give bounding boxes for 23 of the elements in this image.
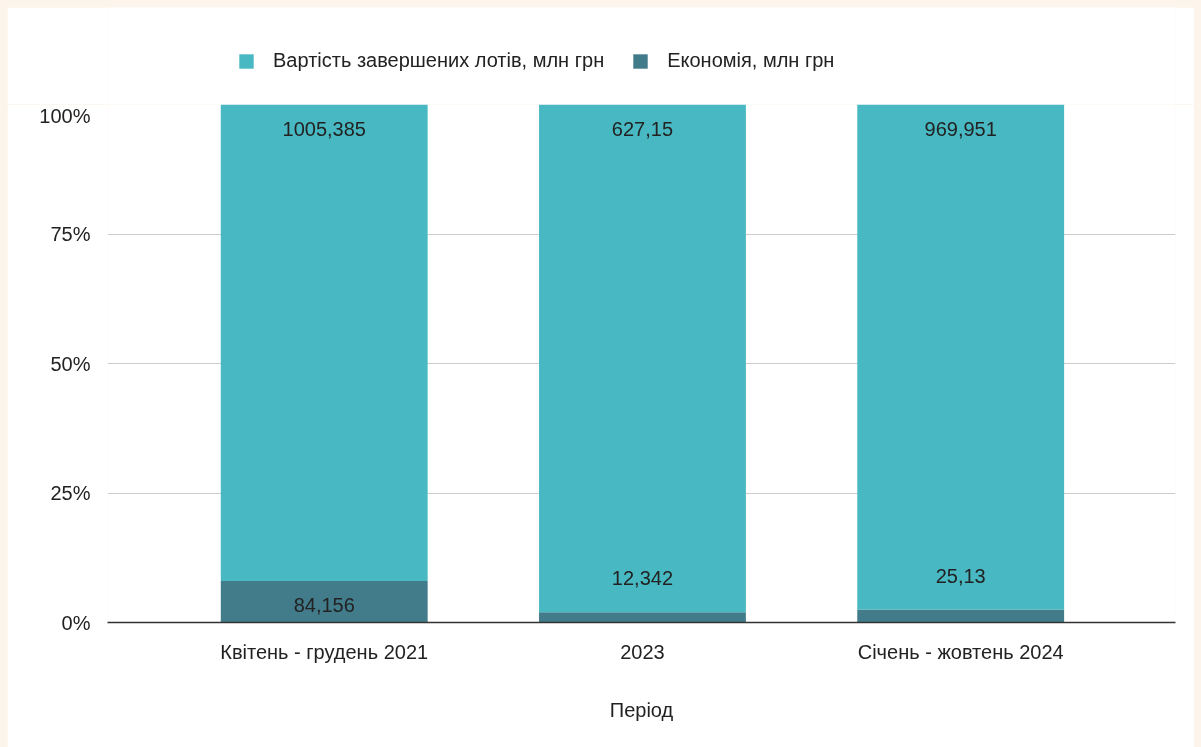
x-tick-label: Січень - жовтень 2024	[857, 640, 1064, 663]
y-tick-label: 100%	[39, 104, 91, 127]
y-tick-label: 50%	[50, 352, 91, 375]
bar	[539, 612, 746, 623]
y-tick-label: 25%	[50, 482, 91, 504]
annotation: 25,13	[935, 564, 986, 587]
annotation: 84,156	[293, 594, 355, 617]
legend-label: Вартість завершених лотів, млн грн	[273, 49, 605, 72]
legend-label: Економія, млн грн	[667, 49, 835, 72]
annotation: 1005,385	[282, 117, 366, 140]
bar	[539, 104, 746, 613]
bar	[857, 104, 1065, 610]
bar	[220, 581, 428, 623]
y-tick-label: 75%	[50, 223, 91, 245]
x-tick-label: 2023	[620, 640, 665, 663]
annotation: 12,342	[611, 567, 674, 590]
y-tick-label: 0%	[61, 611, 91, 634]
annotation: 969,951	[924, 117, 997, 140]
x-axis-title: Період	[609, 698, 674, 721]
bar	[857, 609, 1065, 623]
bar	[220, 104, 428, 582]
x-tick-label: Квітень - грудень 2021	[220, 640, 429, 663]
annotation: 627,15	[611, 117, 674, 140]
